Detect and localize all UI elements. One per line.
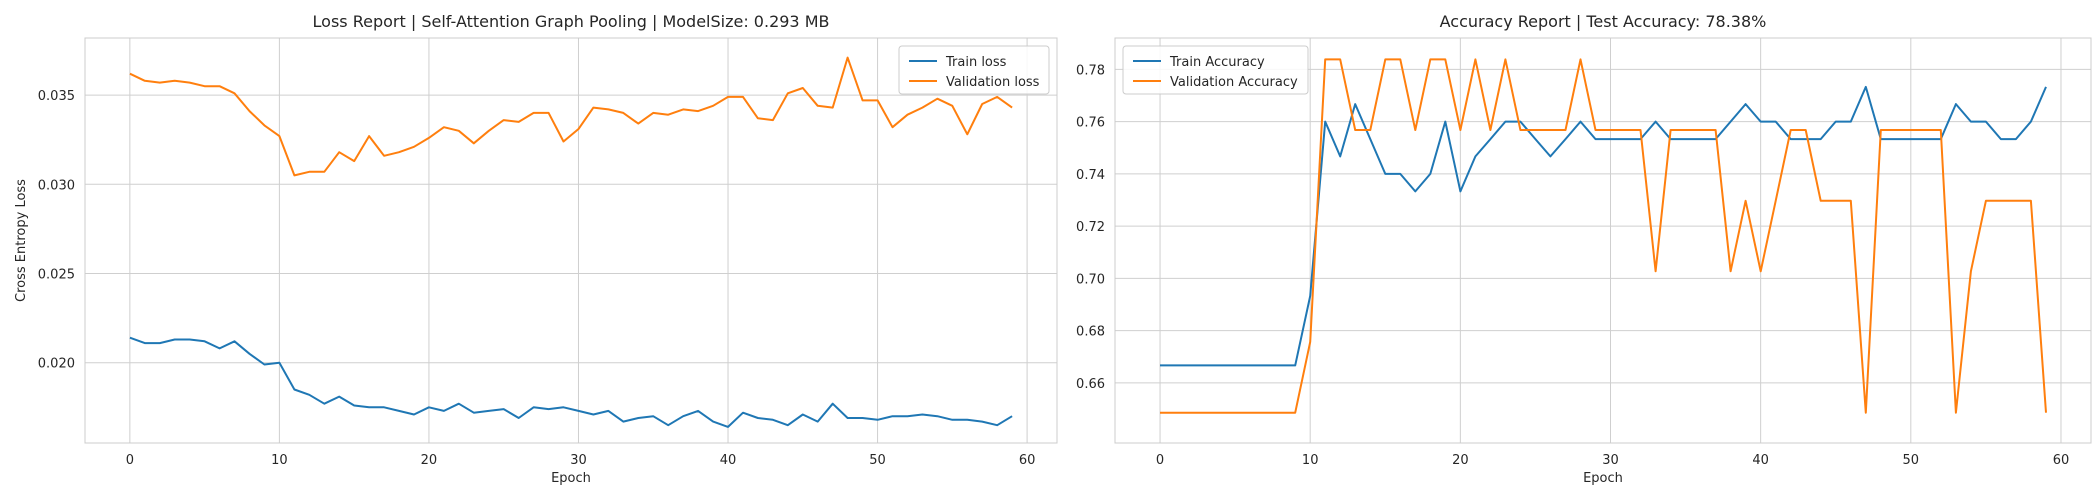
loss-x-tick-label: 30 <box>570 453 587 468</box>
accuracy-plot-area <box>1114 37 2092 444</box>
accuracy-series-validation-accuracy <box>1160 58 2047 414</box>
loss-x-tick-label: 50 <box>869 453 886 468</box>
loss-y-axis-label: Cross Entropy Loss <box>14 179 29 302</box>
loss-y-tick-label: 0.035 <box>38 89 75 104</box>
loss-legend-label: Train loss <box>945 55 1007 70</box>
accuracy-legend <box>1122 45 1309 95</box>
loss-legend-label: Validation loss <box>946 75 1040 90</box>
accuracy-series-train-accuracy <box>1160 85 2047 367</box>
accuracy-x-tick-label: 20 <box>1452 453 1469 468</box>
loss-series-validation-loss <box>129 56 1013 177</box>
accuracy-x-axis-label: Epoch <box>1583 471 1623 486</box>
accuracy-y-tick-label: 0.70 <box>1076 272 1105 287</box>
accuracy-chart-title: Accuracy Report | Test Accuracy: 78.38% <box>1440 12 1767 31</box>
accuracy-legend-label: Validation Accuracy <box>1170 75 1298 90</box>
accuracy-legend-label: Train Accuracy <box>1169 55 1265 70</box>
accuracy-y-tick-label: 0.74 <box>1076 168 1105 183</box>
accuracy-x-tick-label: 30 <box>1602 453 1619 468</box>
loss-y-tick-label: 0.020 <box>38 357 75 372</box>
accuracy-y-tick-label: 0.78 <box>1076 63 1105 78</box>
loss-x-axis-label: Epoch <box>551 471 591 486</box>
accuracy-y-tick-label: 0.76 <box>1076 116 1105 131</box>
loss-series-train-loss <box>129 336 1013 428</box>
accuracy-y-tick-label: 0.68 <box>1076 325 1105 340</box>
loss-y-tick-label: 0.030 <box>38 178 75 193</box>
loss-x-tick-label: 10 <box>271 453 288 468</box>
accuracy-x-tick-label: 10 <box>1302 453 1319 468</box>
loss-chart: Loss Report | Self-Attention Graph Pooli… <box>14 12 1058 486</box>
accuracy-x-tick-label: 40 <box>1752 453 1769 468</box>
loss-x-tick-label: 60 <box>1019 453 1036 468</box>
accuracy-y-tick-label: 0.66 <box>1076 377 1105 392</box>
loss-x-tick-label: 0 <box>126 453 134 468</box>
loss-x-tick-label: 40 <box>720 453 737 468</box>
accuracy-y-tick-label: 0.72 <box>1076 220 1105 235</box>
accuracy-x-tick-label: 50 <box>1903 453 1920 468</box>
loss-x-tick-label: 20 <box>421 453 438 468</box>
accuracy-x-tick-label: 60 <box>2053 453 2070 468</box>
accuracy-x-tick-label: 0 <box>1156 453 1164 468</box>
accuracy-chart: Accuracy Report | Test Accuracy: 78.38% … <box>1076 12 2092 486</box>
loss-y-tick-label: 0.025 <box>38 268 75 283</box>
loss-plot-area <box>84 37 1058 444</box>
loss-chart-title: Loss Report | Self-Attention Graph Pooli… <box>313 12 830 31</box>
